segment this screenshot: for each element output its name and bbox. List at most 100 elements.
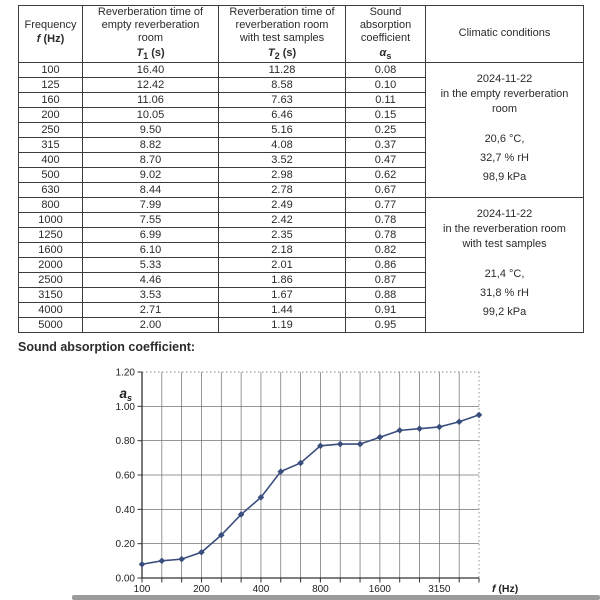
data-point-marker — [396, 427, 404, 434]
y-tick-label: 0.20 — [116, 539, 136, 550]
y-tick-label: 1.00 — [116, 402, 136, 413]
frequency-cell: 100 — [18, 61, 83, 78]
col-header-t1-symbol: T1 (s) — [136, 46, 165, 61]
col-header-frequency-symbol: f (Hz) — [36, 33, 65, 46]
table-row: 200 10.05 6.46 0.15 — [18, 106, 584, 123]
t1-cell: 7.99 — [82, 196, 219, 213]
alpha-cell: 0.10 — [345, 76, 426, 93]
col-header-frequency: Frequency f (Hz) — [18, 5, 83, 63]
alpha-cell: 0.11 — [345, 91, 426, 108]
t2-cell: 2.42 — [218, 211, 346, 228]
table-row: 4000 2.71 1.44 0.91 — [18, 301, 584, 318]
t2-cell: 1.67 — [218, 286, 346, 303]
y-tick-label: 0.60 — [116, 471, 136, 482]
t1-cell: 2.71 — [82, 301, 219, 318]
alpha-cell: 0.67 — [345, 181, 426, 198]
alpha-cell: 0.86 — [345, 256, 426, 273]
t1-cell: 5.33 — [82, 256, 219, 273]
frequency-cell: 2000 — [18, 256, 83, 273]
frequency-cell: 1000 — [18, 211, 83, 228]
data-line — [141, 414, 480, 566]
clim-temp: 21,4 °C, — [484, 267, 525, 280]
table-row: 1250 6.99 2.35 0.78 — [18, 226, 584, 243]
frequency-cell: 400 — [18, 151, 83, 168]
x-tick-label: 3150 — [428, 584, 451, 595]
t2-cell: 2.01 — [218, 256, 346, 273]
col-header-t1-title: Reverberation time of empty reverberatio… — [97, 6, 204, 45]
t1-cell: 2.00 — [82, 316, 219, 333]
clim-hum: 32,7 % rH — [480, 151, 529, 164]
y-tick-label: 0.80 — [116, 436, 136, 447]
y-tick-label: 0.00 — [116, 574, 136, 585]
alpha-cell: 0.08 — [345, 61, 426, 78]
table-row: 250 9.50 5.16 0.25 — [18, 121, 584, 138]
climatic-conditions-cell: 2024-11-22 in the reverberation room with… — [425, 196, 584, 333]
t1-cell: 10.05 — [82, 106, 219, 123]
t2-cell: 11.28 — [218, 61, 346, 78]
alpha-cell: 0.25 — [345, 121, 426, 138]
t2-cell: 4.08 — [218, 136, 346, 153]
t2-cell: 2.78 — [218, 181, 346, 198]
t1-cell: 6.99 — [82, 226, 219, 243]
t2-cell: 2.18 — [218, 241, 346, 258]
frequency-cell: 200 — [18, 106, 83, 123]
data-point-marker — [178, 555, 185, 563]
clim-loc: in the empty reverberation room — [440, 87, 569, 115]
col-header-frequency-title: Frequency — [24, 19, 77, 32]
t1-cell: 4.46 — [82, 271, 219, 288]
frequency-cell: 1250 — [18, 226, 83, 243]
data-point-marker — [436, 423, 443, 431]
t1-cell: 3.53 — [82, 286, 219, 303]
data-point-marker — [416, 425, 423, 432]
x-tick-label: 100 — [134, 584, 151, 595]
frequency-cell: 1600 — [18, 241, 83, 258]
header-row: Frequency f (Hz) Reverberation time of e… — [18, 5, 584, 63]
alpha-cell: 0.95 — [345, 316, 426, 333]
x-tick-label: 1600 — [369, 584, 392, 595]
data-point-marker — [217, 531, 225, 539]
t1-cell: 9.02 — [82, 166, 219, 183]
t2-cell: 1.19 — [218, 316, 346, 333]
clim-hum: 31,8 % rH — [480, 286, 529, 299]
frequency-cell: 2500 — [18, 271, 83, 288]
alpha-cell: 0.47 — [345, 151, 426, 168]
alpha-cell: 0.78 — [345, 211, 426, 228]
t1-cell: 6.10 — [82, 241, 219, 258]
frequency-cell: 315 — [18, 136, 83, 153]
t2-cell: 1.44 — [218, 301, 346, 318]
y-axis-label: as — [119, 386, 132, 403]
table-row: 5000 2.00 1.19 0.95 — [18, 316, 584, 333]
col-header-climatic-title: Climatic conditions — [458, 27, 551, 40]
frequency-cell: 250 — [18, 121, 83, 138]
table-row: 500 9.02 2.98 0.62 — [18, 166, 584, 183]
clim-press: 99,2 kPa — [482, 306, 527, 319]
t2-cell: 3.52 — [218, 151, 346, 168]
alpha-cell: 0.77 — [345, 196, 426, 213]
t2-cell: 5.16 — [218, 121, 346, 138]
clim-date: 2024-11-22 — [476, 208, 533, 221]
x-tick-label: 400 — [253, 584, 270, 595]
t2-cell: 8.58 — [218, 76, 346, 93]
col-header-t2: Reverberation time of reverberation room… — [218, 5, 346, 63]
data-point-marker — [158, 557, 166, 565]
y-tick-label: 1.20 — [116, 368, 136, 379]
table-row: 1000 7.55 2.42 0.78 — [18, 211, 584, 228]
col-header-t2-title: Reverberation time of reverberation room… — [229, 6, 335, 45]
data-point-marker — [356, 440, 364, 448]
alpha-cell: 0.82 — [345, 241, 426, 258]
frequency-cell: 160 — [18, 91, 83, 108]
t2-cell: 2.49 — [218, 196, 346, 213]
t2-cell: 1.86 — [218, 271, 346, 288]
frequency-cell: 630 — [18, 181, 83, 198]
clim-loc: in the reverberation room with test samp… — [443, 222, 566, 250]
col-header-climatic: Climatic conditions — [425, 5, 584, 63]
x-tick-label: 800 — [312, 584, 329, 595]
data-point-marker — [257, 494, 265, 501]
t1-cell: 8.70 — [82, 151, 219, 168]
table-row: 800 7.99 2.49 0.77 2024-11-22 in the reverber… — [18, 196, 584, 333]
section-heading: Sound absorption coefficient: — [18, 340, 196, 354]
clim-press: 98,9 kPa — [482, 171, 527, 184]
col-header-alpha: Sound absorption coefficient αs — [345, 5, 426, 63]
t2-cell: 6.46 — [218, 106, 346, 123]
